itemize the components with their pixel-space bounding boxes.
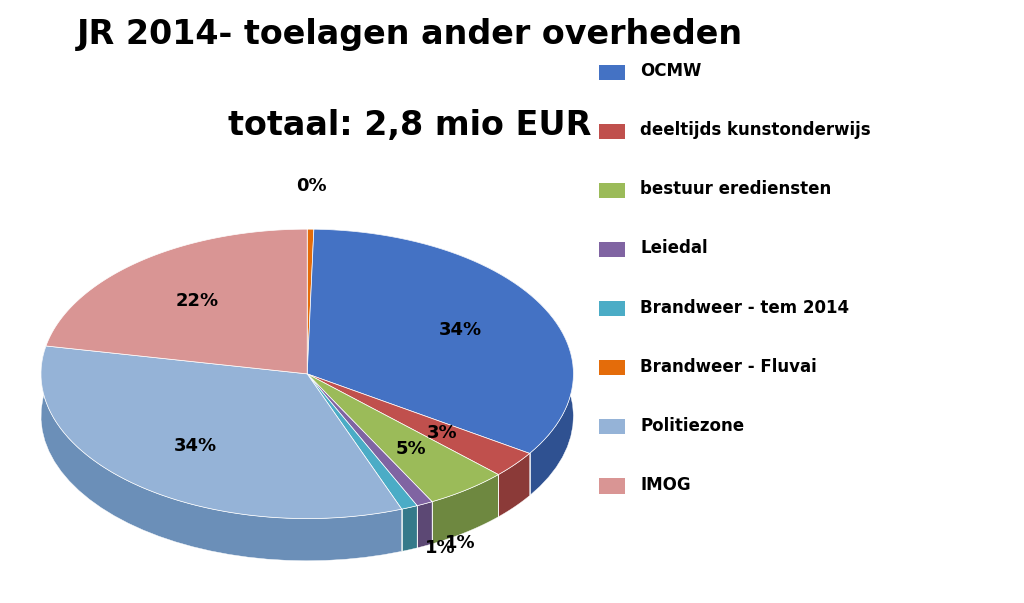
Polygon shape: [46, 229, 307, 374]
Text: 1%: 1%: [425, 538, 456, 557]
Polygon shape: [417, 502, 432, 548]
Polygon shape: [307, 374, 529, 475]
Text: 1%: 1%: [444, 534, 475, 552]
Bar: [599, 479, 625, 493]
Polygon shape: [499, 453, 529, 517]
Text: Brandweer - tem 2014: Brandweer - tem 2014: [640, 298, 849, 317]
Bar: [599, 183, 625, 198]
Polygon shape: [307, 374, 499, 502]
Bar: [599, 65, 625, 80]
Text: 3%: 3%: [427, 424, 458, 442]
Polygon shape: [41, 346, 401, 561]
Polygon shape: [41, 346, 401, 519]
Text: 34%: 34%: [439, 321, 482, 339]
Bar: [599, 124, 625, 139]
Text: deeltijds kunstonderwijs: deeltijds kunstonderwijs: [640, 121, 870, 139]
Bar: [599, 360, 625, 375]
Text: JR 2014- toelagen ander overheden: JR 2014- toelagen ander overheden: [77, 18, 742, 51]
Text: 0%: 0%: [296, 177, 327, 195]
Text: totaal: 2,8 mio EUR: totaal: 2,8 mio EUR: [228, 109, 591, 142]
Bar: [599, 242, 625, 257]
Polygon shape: [432, 475, 499, 544]
Polygon shape: [307, 229, 314, 374]
Polygon shape: [307, 229, 573, 453]
Text: Brandweer - Fluvai: Brandweer - Fluvai: [640, 358, 817, 376]
Text: OCMW: OCMW: [640, 62, 701, 80]
Bar: [599, 302, 625, 316]
Polygon shape: [401, 506, 417, 551]
Polygon shape: [314, 229, 573, 496]
Text: 22%: 22%: [176, 292, 219, 310]
Bar: [599, 420, 625, 435]
Text: IMOG: IMOG: [640, 476, 690, 494]
Text: 34%: 34%: [174, 437, 217, 455]
Text: Leiedal: Leiedal: [640, 239, 708, 257]
Text: Politiezone: Politiezone: [640, 417, 744, 435]
Polygon shape: [307, 374, 417, 509]
Polygon shape: [307, 374, 432, 506]
Text: 5%: 5%: [396, 440, 427, 458]
Text: bestuur erediensten: bestuur erediensten: [640, 180, 831, 198]
